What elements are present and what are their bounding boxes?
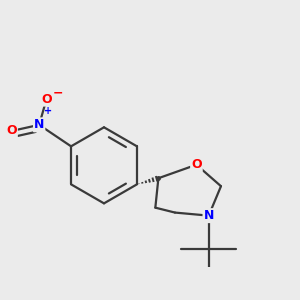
Text: N: N bbox=[34, 118, 44, 131]
Text: +: + bbox=[44, 106, 52, 116]
Text: O: O bbox=[6, 124, 17, 137]
Text: O: O bbox=[41, 93, 52, 106]
Text: N: N bbox=[203, 209, 214, 222]
Text: O: O bbox=[191, 158, 202, 171]
Text: −: − bbox=[52, 86, 63, 100]
